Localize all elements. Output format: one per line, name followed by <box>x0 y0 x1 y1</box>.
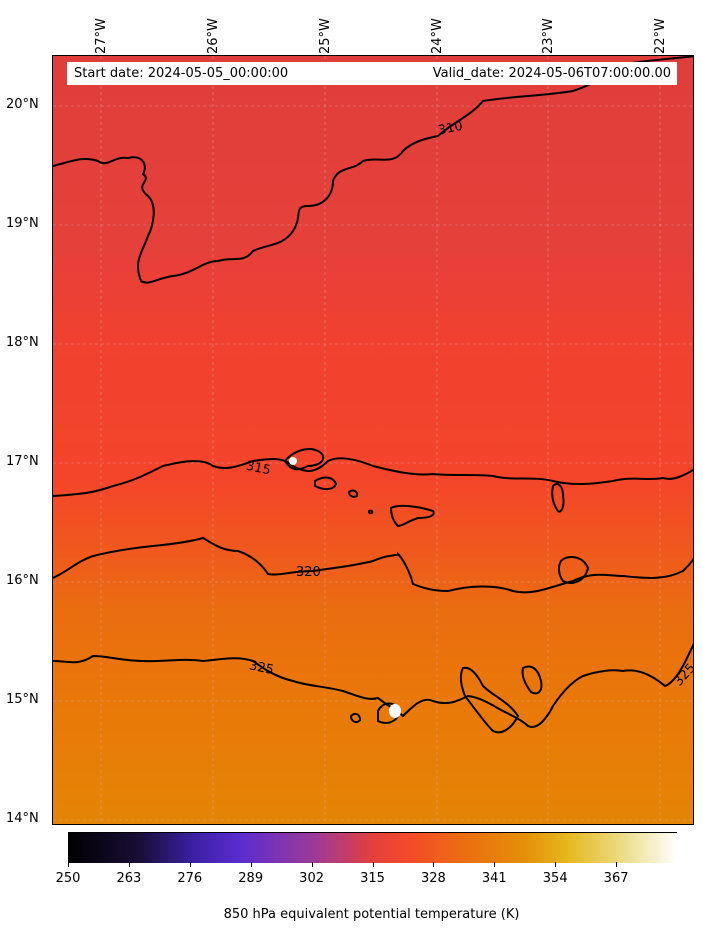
latitude-label-16n: 16°N <box>6 573 39 588</box>
longitude-label-25w: 25°W <box>318 18 333 54</box>
latitude-label-20n: 20°N <box>6 97 39 112</box>
islet-1 <box>347 489 359 498</box>
high-value-spot <box>289 457 297 465</box>
longitude-label-26w: 26°W <box>206 18 221 54</box>
colorbar-tick-mark <box>68 862 69 867</box>
colorbar-tick-mark <box>555 862 557 867</box>
contour-label-320: 320 <box>296 565 321 580</box>
colorbar-tick-mark <box>128 862 130 867</box>
temperature-field <box>53 56 693 824</box>
longitude-label-22w: 22°W <box>653 18 668 54</box>
contour-310 <box>53 56 693 284</box>
latitude-label-19n: 19°N <box>6 216 39 231</box>
colorbar-tick-mark <box>433 862 435 867</box>
contour-label-310: 310 <box>437 119 464 139</box>
colorbar-tick-label: 263 <box>116 871 142 886</box>
colorbar-tick-mark <box>250 862 252 867</box>
colorbar <box>68 832 678 863</box>
contour-315 <box>53 457 693 497</box>
island-maio <box>521 665 543 695</box>
contour-lines <box>53 56 693 734</box>
colorbar-tick-mark <box>189 862 191 867</box>
start-date: Start date: 2024-05-05_00:00:00 <box>74 66 289 81</box>
island-sal <box>551 483 565 513</box>
colorbar-tick-label: 341 <box>481 871 507 886</box>
island-sao-nicolau <box>389 504 435 528</box>
colorbar-tick-label: 367 <box>603 871 629 886</box>
contour-320 <box>53 536 693 594</box>
latitude-label-14n: 14°N <box>6 811 39 826</box>
colorbar-tick-label: 354 <box>542 871 568 886</box>
colorbar-tick-label: 276 <box>177 871 203 886</box>
high-value-spot <box>389 704 401 718</box>
colorbar-tick-label: 250 <box>55 871 81 886</box>
island-santo-antao <box>283 448 325 471</box>
colorbar-tick-label: 315 <box>360 871 385 886</box>
colorbar-tick-mark <box>494 862 496 867</box>
map-panel[interactable]: 310 315 320 325 325 <box>52 55 694 825</box>
colorbar-label: 850 hPa equivalent potential temperature… <box>223 907 520 922</box>
contour-label-315: 315 <box>245 459 272 479</box>
contour-label-325: 325 <box>248 658 275 678</box>
island-boa-vista <box>557 555 590 584</box>
colorbar-gradient <box>69 833 678 863</box>
longitude-label-24w: 24°W <box>430 18 445 54</box>
contour-325 <box>53 642 693 728</box>
island-brava <box>349 712 362 724</box>
longitude-label-27w: 27°W <box>94 18 109 54</box>
islet-2 <box>367 509 374 515</box>
island-sao-vicente <box>314 476 338 491</box>
colorbar-tick-mark <box>616 862 618 867</box>
colorbar-tick-label: 289 <box>238 871 264 886</box>
graticule <box>53 56 693 824</box>
colorbar-tick-mark <box>311 862 313 867</box>
valid-date: Valid_date: 2024-05-06T07:00:00.00 <box>432 66 671 81</box>
island-santiago <box>459 666 520 734</box>
colorbar-tick-label: 302 <box>299 871 325 886</box>
colorbar-tick-label: 328 <box>420 871 446 886</box>
longitude-label-23w: 23°W <box>541 18 556 54</box>
latitude-label-17n: 17°N <box>6 454 39 469</box>
colorbar-tick-mark <box>372 862 374 867</box>
date-info-box: Start date: 2024-05-05_00:00:00 Valid_da… <box>67 62 677 85</box>
latitude-label-18n: 18°N <box>6 335 39 350</box>
latitude-label-15n: 15°N <box>6 692 39 707</box>
map-canvas: 310 315 320 325 325 <box>53 56 693 824</box>
